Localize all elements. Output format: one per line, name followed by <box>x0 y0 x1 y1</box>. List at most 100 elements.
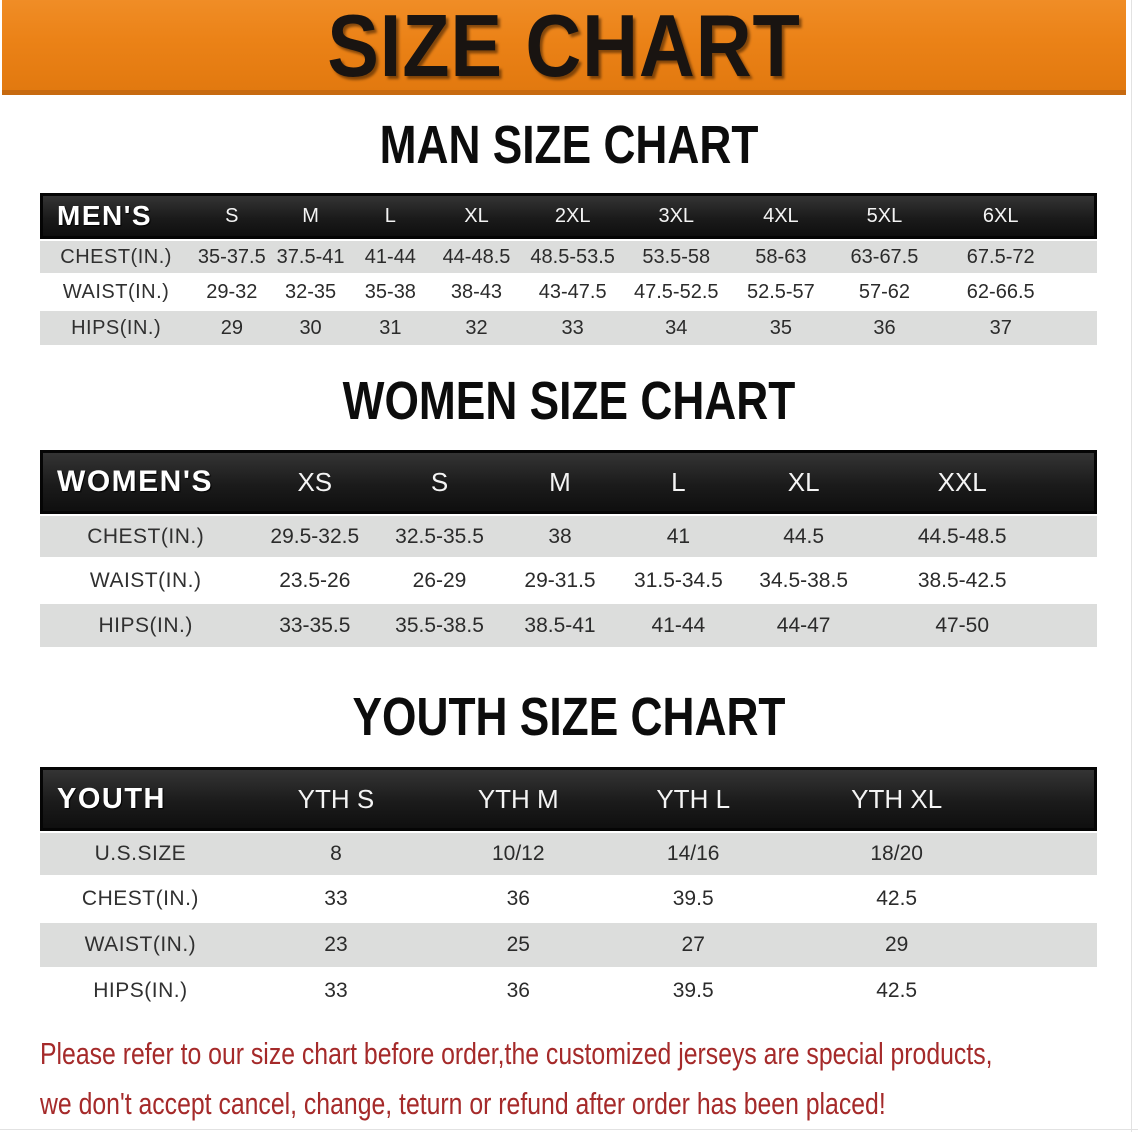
youth-section: YOUTH SIZE CHART YOUTH YTH S YTH M YTH L YTH … <box>0 687 1138 1015</box>
size-value-cell: 33-35.5 <box>251 604 379 649</box>
size-value-cell: 44-48.5 <box>431 239 522 275</box>
row-label: U.S.SIZE <box>40 831 241 877</box>
size-value-cell: 29 <box>780 923 1013 969</box>
spacer-cell <box>1012 923 1097 969</box>
column-header: XS <box>251 450 379 514</box>
size-value-cell: 34.5-38.5 <box>737 559 870 604</box>
column-header: YTH L <box>605 767 781 831</box>
size-value-cell: 39.5 <box>605 969 781 1015</box>
size-value-cell: 37.5-41 <box>271 239 350 275</box>
row-label: CHEST(IN.) <box>40 877 241 923</box>
size-value-cell: 31 <box>349 311 432 347</box>
size-value-cell: 41 <box>619 514 738 559</box>
row-label: CHEST(IN.) <box>40 239 193 275</box>
column-header: 4XL <box>729 193 833 239</box>
spacer-cell <box>1065 193 1097 239</box>
column-header: XL <box>737 450 870 514</box>
spacer-cell <box>1065 239 1097 275</box>
size-chart-sections: MAN SIZE CHART MEN'S S M L XL 2XL 3XL 4XL 5XL 6XL C… <box>0 115 1138 1015</box>
size-value-cell: 52.5-57 <box>729 275 833 311</box>
spacer-cell <box>1054 604 1097 649</box>
size-value-cell: 43-47.5 <box>521 275 624 311</box>
header-row: WOMEN'S XS S M L XL XXL <box>40 450 1097 514</box>
row-label: CHEST(IN.) <box>40 514 252 559</box>
size-value-cell: 44-47 <box>737 604 870 649</box>
table-row: CHEST(IN.) 33 36 39.5 42.5 <box>40 877 1097 923</box>
table-row: HIPS(IN.) 29 30 31 32 33 34 35 36 37 <box>40 311 1097 347</box>
row-label: HIPS(IN.) <box>40 604 252 649</box>
size-value-cell: 35 <box>729 311 833 347</box>
table-title-cell: YOUTH <box>40 767 241 831</box>
youth-heading-text: YOUTH SIZE CHART <box>352 687 786 747</box>
column-header: L <box>619 450 738 514</box>
header-row: YOUTH YTH S YTH M YTH L YTH XL <box>40 767 1097 831</box>
youth-size-table: YOUTH YTH S YTH M YTH L YTH XL U.S.SIZE 8 10/12… <box>40 767 1097 1015</box>
column-header: M <box>271 193 350 239</box>
size-value-cell: 57-62 <box>832 275 937 311</box>
size-value-cell: 33 <box>240 969 432 1015</box>
size-value-cell: 30 <box>271 311 350 347</box>
size-value-cell: 38 <box>500 514 620 559</box>
women-size-table: WOMEN'S XS S M L XL XXL CHEST(IN.) 29.5-32.5 32.5… <box>40 450 1097 649</box>
disclaimer-line-2: we don't accept cancel, change, teturn o… <box>40 1086 886 1121</box>
youth-section-heading: YOUTH SIZE CHART <box>0 687 1138 747</box>
men-heading-text: MAN SIZE CHART <box>379 115 759 175</box>
women-section-heading: WOMEN SIZE CHART <box>0 371 1138 431</box>
size-value-cell: 42.5 <box>780 877 1013 923</box>
size-value-cell: 58-63 <box>729 239 833 275</box>
spacer-cell <box>1054 450 1097 514</box>
men-section: MAN SIZE CHART MEN'S S M L XL 2XL 3XL 4XL 5XL 6XL C… <box>0 115 1138 347</box>
column-header: L <box>349 193 432 239</box>
size-value-cell: 8 <box>240 831 432 877</box>
size-value-cell: 35-37.5 <box>192 239 272 275</box>
column-header: 5XL <box>832 193 937 239</box>
size-value-cell: 23.5-26 <box>251 559 379 604</box>
size-value-cell: 32-35 <box>271 275 350 311</box>
size-value-cell: 31.5-34.5 <box>619 559 738 604</box>
size-value-cell: 27 <box>605 923 781 969</box>
table-row: HIPS(IN.) 33-35.5 35.5-38.5 38.5-41 41-44 44-… <box>40 604 1097 649</box>
row-label: WAIST(IN.) <box>40 923 241 969</box>
banner: SIZE CHART <box>2 0 1126 95</box>
size-value-cell: 29 <box>192 311 272 347</box>
size-value-cell: 38.5-41 <box>500 604 620 649</box>
size-value-cell: 36 <box>431 877 606 923</box>
disclaimer-note: Please refer to our size chart before or… <box>40 1029 1138 1129</box>
women-heading-text: WOMEN SIZE CHART <box>342 371 796 431</box>
size-value-cell: 34 <box>623 311 730 347</box>
banner-title: SIZE CHART <box>327 0 801 95</box>
size-value-cell: 29.5-32.5 <box>251 514 379 559</box>
table-title-cell: WOMEN'S <box>40 450 252 514</box>
men-section-heading: MAN SIZE CHART <box>0 115 1138 175</box>
size-value-cell: 37 <box>936 311 1066 347</box>
disclaimer-line-1: Please refer to our size chart before or… <box>40 1036 993 1071</box>
size-value-cell: 29-32 <box>192 275 272 311</box>
table-title-cell: MEN'S <box>40 193 193 239</box>
size-value-cell: 67.5-72 <box>936 239 1066 275</box>
table-row: U.S.SIZE 8 10/12 14/16 18/20 <box>40 831 1097 877</box>
size-value-cell: 41-44 <box>349 239 432 275</box>
row-label: WAIST(IN.) <box>40 275 193 311</box>
table-row: WAIST(IN.) 23.5-26 26-29 29-31.5 31.5-34.5 34… <box>40 559 1097 604</box>
column-header: M <box>500 450 620 514</box>
spacer-cell <box>1054 514 1097 559</box>
column-header: 2XL <box>521 193 624 239</box>
column-header: 6XL <box>936 193 1066 239</box>
size-value-cell: 44.5-48.5 <box>869 514 1055 559</box>
size-value-cell: 14/16 <box>605 831 781 877</box>
spacer-cell <box>1054 559 1097 604</box>
size-value-cell: 38.5-42.5 <box>869 559 1055 604</box>
column-header: YTH XL <box>780 767 1013 831</box>
spacer-cell <box>1065 311 1097 347</box>
column-header: 3XL <box>623 193 730 239</box>
column-header: XL <box>431 193 522 239</box>
size-value-cell: 10/12 <box>431 831 606 877</box>
size-value-cell: 18/20 <box>780 831 1013 877</box>
table-row: HIPS(IN.) 33 36 39.5 42.5 <box>40 969 1097 1015</box>
column-header: XXL <box>869 450 1055 514</box>
size-value-cell: 26-29 <box>378 559 501 604</box>
size-value-cell: 35-38 <box>349 275 432 311</box>
size-value-cell: 47.5-52.5 <box>623 275 730 311</box>
women-section: WOMEN SIZE CHART WOMEN'S XS S M L XL XXL CHEST(I… <box>0 371 1138 649</box>
